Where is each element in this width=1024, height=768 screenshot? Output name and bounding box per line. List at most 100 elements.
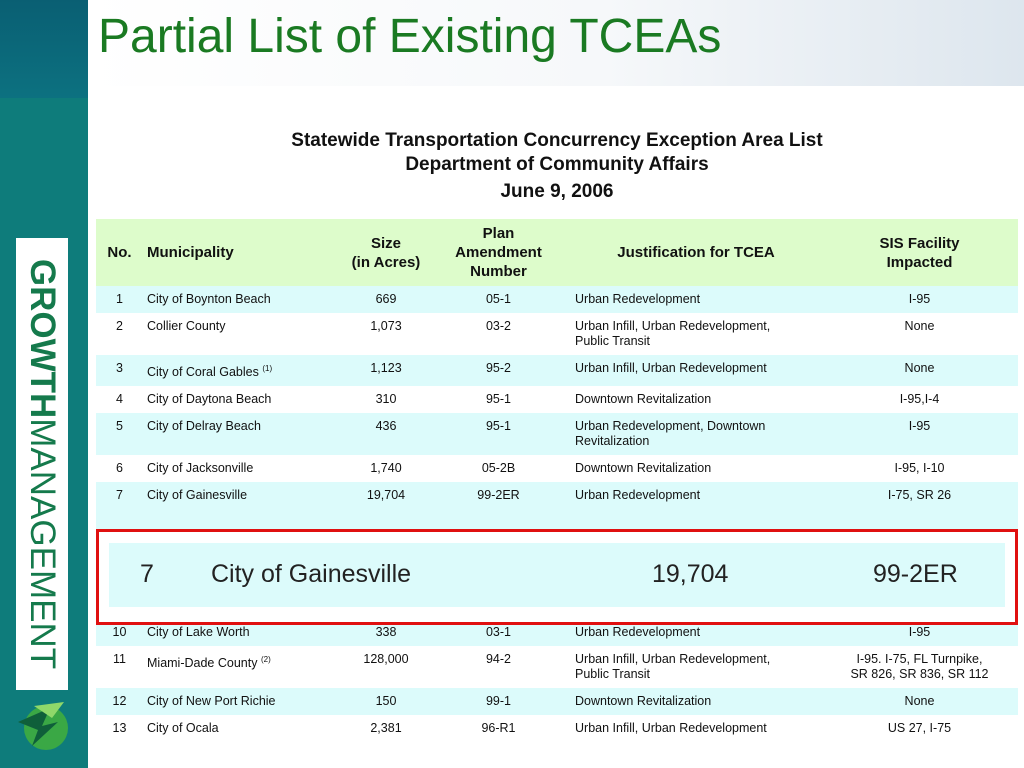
cell-sis: None — [821, 313, 1018, 355]
cell-sis-line1: None — [904, 361, 935, 375]
cell-plan-text: 03-2 — [485, 319, 512, 333]
callout-plan: 99-2ER — [873, 560, 958, 588]
cell-justification-line1: Downtown Revitalization — [575, 694, 712, 709]
cell-size-text: 1,740 — [370, 461, 402, 476]
col-header-size: Size (in Acres) — [346, 219, 426, 286]
cell-no-text: 13 — [112, 721, 127, 736]
cell-justification-line1: Urban Redevelopment — [575, 625, 701, 640]
cell-plan: 95-1 — [426, 386, 571, 414]
cell-justification-line1: Downtown Revitalization — [575, 392, 712, 407]
cell-justification-line2: Public Transit — [575, 334, 651, 348]
cell-justification-line1: Urban Infill, Urban Redevelopment, — [575, 319, 771, 333]
growth-management-wordmark: GROWTHMANAGEMENT — [22, 259, 62, 669]
cell-municipality-text: City of Daytona Beach — [147, 392, 272, 407]
cell-municipality: Miami-Dade County (2) — [143, 646, 346, 689]
cell-size-text: 1,123 — [370, 361, 402, 375]
cell-no: 7 — [96, 482, 143, 510]
cell-municipality-text: City of Boynton Beach — [147, 292, 271, 306]
brand-sidebar-top — [0, 0, 88, 98]
cell-municipality-text: Miami-Dade County — [147, 656, 258, 671]
cell-municipality: City of Delray Beach — [143, 413, 346, 456]
cell-plan-text: 03-1 — [485, 625, 512, 640]
table-row: 2 Collier County 1,073 03-2 Urban Infill, Ur… — [96, 313, 1018, 355]
cell-plan: 05-1 — [426, 286, 571, 313]
cell-size: 2,381 — [346, 715, 426, 743]
cell-justification: Downtown Revitalization — [571, 386, 821, 414]
cell-size: 436 — [346, 413, 426, 456]
cell-justification-line1: Urban Redevelopment — [575, 488, 701, 503]
table-row: 7 City of Gainesville 19,704 99-2ER Urban Re… — [96, 482, 1018, 510]
cell-size-text: 2,381 — [370, 721, 402, 736]
footnote-marker: (2) — [260, 655, 271, 665]
cell-municipality-text: City of New Port Richie — [147, 694, 276, 709]
cell-sis-line1: I-95, I-10 — [894, 461, 945, 476]
cell-size: 669 — [346, 286, 426, 313]
cell-no-text: 11 — [113, 652, 126, 667]
cell-municipality-text: City of Coral Gables — [147, 365, 259, 380]
cell-justification: Urban Redevelopment, Downtown Revitalizat… — [571, 413, 821, 456]
cell-justification-line2: Public Transit — [575, 667, 651, 682]
table-row: 6 City of Jacksonville 1,740 05-2B Downtown … — [96, 455, 1018, 483]
col-header-municipality: Municipality — [143, 219, 346, 286]
table-header-row: No. Municipality Size (in Acres) Plan Amen… — [96, 219, 1018, 286]
cell-size: 1,740 — [346, 455, 426, 483]
cell-justification-line1: Urban Infill, Urban Redevelopment — [575, 361, 767, 375]
table-row: 4 City of Daytona Beach 310 95-1 Downtown Re… — [96, 386, 1018, 414]
cell-justification: Downtown Revitalization — [571, 455, 821, 483]
cell-municipality-text: City of Gainesville — [147, 488, 248, 503]
cell-municipality: City of Gainesville — [143, 482, 346, 510]
cell-plan-text: 95-2 — [485, 361, 512, 375]
tcea-table: No. Municipality Size (in Acres) Plan Amen… — [96, 219, 1018, 743]
cell-sis: None — [821, 688, 1018, 716]
slide-title: Partial List of Existing TCEAs — [98, 10, 722, 63]
cell-plan: 03-2 — [426, 313, 571, 355]
cell-justification-line1: Urban Infill, Urban Redevelopment, — [575, 652, 771, 667]
cell-no-text: 2 — [116, 319, 123, 333]
cell-plan: 95-1 — [426, 413, 571, 456]
cell-municipality-text: City of Ocala — [147, 721, 219, 736]
cell-no: 1 — [96, 286, 143, 313]
cell-sis-line1: I-95,I-4 — [899, 392, 940, 407]
cell-plan: 05-2B — [426, 455, 571, 483]
cell-sis-line1: None — [904, 319, 935, 333]
brand-panel — [16, 238, 68, 690]
cell-size-text: 128,000 — [363, 652, 409, 667]
cell-no: 6 — [96, 455, 143, 483]
table-row: 1 City of Boynton Beach 669 05-1 Urban Redev… — [96, 286, 1018, 313]
cell-municipality-text: City of Delray Beach — [147, 419, 261, 434]
cell-sis-line1: None — [904, 694, 935, 709]
cell-sis-line1: I-95 — [908, 419, 931, 434]
cell-size-text: 338 — [375, 625, 397, 640]
cell-no: 12 — [96, 688, 143, 716]
cell-plan-text: 95-1 — [485, 392, 512, 407]
cell-justification: Urban Infill, Urban Redevelopment — [571, 355, 821, 387]
cell-size: 1,123 — [346, 355, 426, 387]
cell-plan: 95-2 — [426, 355, 571, 387]
cell-size-text: 1,073 — [370, 319, 402, 333]
cell-justification: Downtown Revitalization — [571, 688, 821, 716]
col-header-plan-line1: Plan — [482, 225, 515, 242]
col-header-justification: Justification for TCEA — [571, 219, 821, 286]
cell-no: 5 — [96, 413, 143, 456]
cell-justification-line1: Downtown Revitalization — [575, 461, 712, 476]
col-header-no: No. — [96, 219, 143, 286]
cell-sis-line1: US 27, I-75 — [887, 721, 952, 736]
cell-justification: Urban Redevelopment — [571, 482, 821, 510]
callout-no: 7 — [140, 560, 154, 588]
cell-justification: Urban Infill, Urban Redevelopment — [571, 715, 821, 743]
cell-plan-text: 05-1 — [485, 292, 512, 306]
cell-municipality: City of Coral Gables (1) — [143, 355, 346, 387]
cell-municipality: Collier County — [143, 313, 346, 355]
callout-size: 19,704 — [652, 560, 729, 588]
table-row: 11 Miami-Dade County (2) 128,000 94-2 Urban … — [96, 646, 1018, 689]
cell-plan-text: 94-2 — [485, 652, 512, 667]
cell-municipality-text: Collier County — [147, 319, 226, 333]
leaf-logo-icon — [18, 702, 68, 750]
document-date: June 9, 2006 — [500, 181, 614, 202]
table-row: 12 City of New Port Richie 150 99-1 Downtown… — [96, 688, 1018, 716]
cell-plan-text: 05-2B — [481, 461, 516, 476]
cell-size: 128,000 — [346, 646, 426, 689]
cell-justification-line1: Urban Redevelopment — [575, 292, 701, 306]
col-header-size-line2: (in Acres) — [351, 253, 421, 271]
cell-sis: I-95, I-10 — [821, 455, 1018, 483]
